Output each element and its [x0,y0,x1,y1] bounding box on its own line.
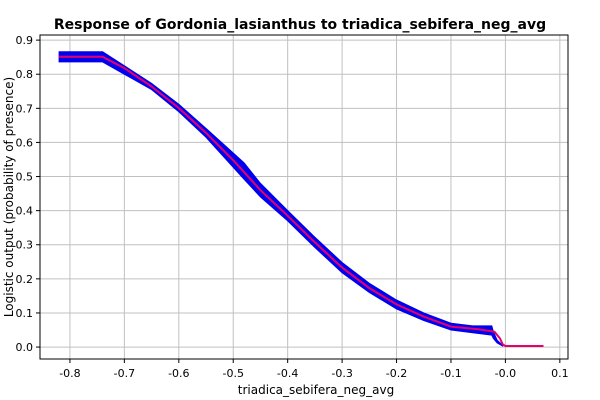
grid [40,35,568,359]
x-axis: -0.8 -0.7 -0.6 -0.5 -0.4 -0.3 -0.2 -0.1 -0.0 0.1 [59,359,569,380]
y-tick-label: 0.1 [16,307,34,320]
y-tick-label: 0.8 [16,68,34,81]
mean-response [59,55,544,347]
x-tick-label: 0.1 [551,367,569,380]
plot-area-frame [39,34,569,360]
y-tick-label: 0.3 [16,239,34,252]
x-tick-label: -0.2 [386,367,407,380]
y-tick-label: 0.9 [16,34,34,47]
x-tick-label: -0.1 [440,367,461,380]
y-axis: 0.0 0.1 0.2 0.3 0.4 0.5 0.6 0.7 0.8 0.9 [16,34,40,354]
chart-title: Response of Gordonia_lasianthus to triad… [54,17,546,33]
x-axis-label: triadica_sebifera_neg_avg [238,383,394,397]
mean-line [59,55,544,347]
x-tick-label: -0.4 [277,367,298,380]
y-tick-label: 0.2 [16,273,34,286]
y-tick-label: 0.7 [16,102,34,115]
x-tick-label: -0.6 [168,367,189,380]
y-axis-label: Logistic output (probability of presence… [2,77,16,317]
x-tick-label: -0.8 [59,367,80,380]
y-tick-label: 0.5 [16,171,34,184]
x-tick-label: -0.3 [331,367,352,380]
y-tick-label: 0.6 [16,136,34,149]
x-tick-label: -0.7 [114,367,135,380]
x-tick-label: -0.0 [495,367,516,380]
y-tick-label: 0.0 [16,341,34,354]
x-tick-label: -0.5 [223,367,244,380]
y-tick-label: 0.4 [16,205,34,218]
band-area [58,51,504,347]
confidence-band [58,51,504,347]
